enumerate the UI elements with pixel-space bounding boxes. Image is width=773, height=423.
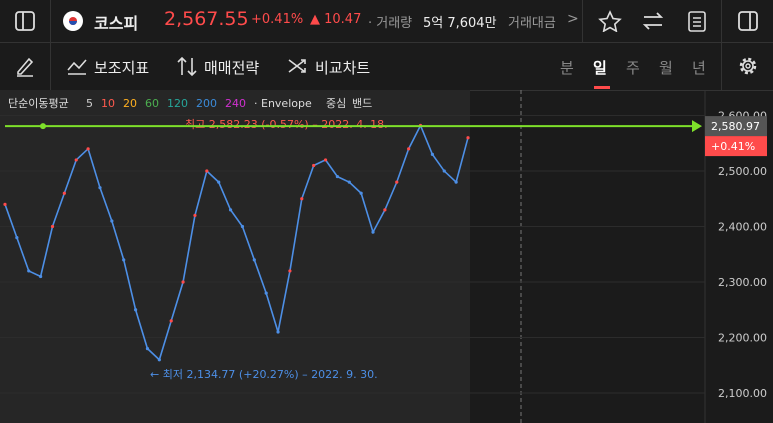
legend-ma: 10 bbox=[101, 97, 115, 110]
change-pct: +0.41% bbox=[251, 12, 304, 27]
price-chart: 2,100.00 2,200.00 2,300.00 2,400.00 2,500.00… bbox=[0, 90, 767, 423]
last-change-box bbox=[705, 136, 767, 157]
price-point bbox=[323, 158, 328, 162]
price-point bbox=[383, 208, 387, 212]
y-tick-label: 2,100.00 bbox=[718, 387, 767, 400]
price-point bbox=[359, 191, 363, 195]
period-tab[interactable]: 주 bbox=[626, 59, 640, 77]
price-point bbox=[300, 197, 304, 201]
swap-button[interactable] bbox=[641, 10, 665, 32]
price-point bbox=[181, 280, 185, 284]
toolbar: 보조지표 매매전략 비교차트 분 일 주 월 년 bbox=[0, 42, 773, 91]
legend-ma: 20 bbox=[123, 97, 137, 110]
legend-ma: 60 bbox=[145, 97, 159, 110]
price-point bbox=[466, 136, 470, 140]
price-line bbox=[4, 123, 469, 362]
y-tick-label: 2,300.00 bbox=[718, 276, 767, 289]
price-point bbox=[430, 152, 434, 156]
price-point bbox=[347, 180, 351, 184]
price-point bbox=[98, 186, 102, 190]
draw-button[interactable] bbox=[14, 55, 36, 77]
period-tab[interactable]: 월 bbox=[659, 59, 673, 77]
panel-button[interactable] bbox=[737, 10, 759, 32]
legend-envelope-center: 중심 bbox=[326, 97, 346, 110]
last-price-dot bbox=[40, 123, 46, 130]
price-point bbox=[169, 319, 173, 323]
memo-button[interactable] bbox=[686, 9, 708, 33]
volume: 5억 7,604만 bbox=[423, 16, 497, 31]
index-name: 코스피 bbox=[94, 14, 139, 33]
indicator-icon bbox=[67, 59, 87, 75]
price-point bbox=[276, 330, 280, 334]
volume-label: · 거래량 bbox=[368, 16, 413, 31]
price-point bbox=[442, 169, 446, 173]
price: 2,567.55 bbox=[164, 8, 249, 30]
settings-button[interactable] bbox=[737, 55, 759, 77]
price-point bbox=[145, 347, 150, 351]
price-point bbox=[27, 269, 31, 273]
legend-ma: 120 bbox=[167, 97, 188, 110]
y-tick-label: 2,200.00 bbox=[718, 332, 767, 345]
price-point bbox=[205, 169, 209, 173]
price-point bbox=[50, 224, 55, 229]
price-point bbox=[288, 269, 292, 273]
selected-underline bbox=[594, 86, 610, 89]
flag-icon bbox=[63, 11, 83, 31]
favorite-button[interactable] bbox=[598, 10, 622, 32]
legend-ma: 200 bbox=[196, 97, 217, 110]
low-annotation: ← 최저 2,134.77 (+20.27%) – 2022. 9. 30. bbox=[150, 368, 378, 381]
strategy-icon bbox=[177, 56, 197, 77]
price-point bbox=[122, 258, 126, 262]
price-point bbox=[407, 147, 411, 151]
legend-ma: 5 bbox=[86, 97, 93, 110]
legend-ma: 240 bbox=[225, 97, 246, 110]
price-point bbox=[312, 163, 316, 168]
top-bar: 코스피 2,567.55 +0.41% ▲ 10.47 · 거래량 5억 7,6… bbox=[0, 0, 773, 43]
price-point bbox=[3, 202, 7, 206]
high-annotation: 최고 2,582.23 (-0.57%) – 2022. 4. 18. bbox=[185, 118, 388, 131]
last-price-arrow bbox=[692, 120, 702, 133]
legend-envelope: · Envelope bbox=[254, 97, 312, 110]
more-button[interactable]: > bbox=[567, 11, 579, 27]
price-point bbox=[395, 180, 399, 184]
price-point bbox=[454, 180, 458, 184]
y-tick-label: 2,500.00 bbox=[718, 165, 767, 178]
price-point bbox=[157, 358, 161, 362]
sidebar-button[interactable] bbox=[14, 10, 36, 32]
period-tab[interactable]: 년 bbox=[692, 59, 706, 77]
amount-label: 거래대금 bbox=[508, 16, 556, 31]
y-tick-label: 2,400.00 bbox=[718, 221, 767, 234]
period-tab[interactable]: 분 bbox=[560, 59, 574, 77]
change: ▲ 10.47 bbox=[310, 12, 362, 27]
strategy-button[interactable]: 매매전략 bbox=[204, 59, 260, 77]
price-point bbox=[110, 219, 114, 223]
legend-envelope-band: 밴드 bbox=[352, 97, 372, 110]
price-point bbox=[39, 274, 43, 279]
price-point bbox=[133, 308, 138, 312]
last-price-label: 2,580.97 bbox=[711, 120, 760, 133]
price-point bbox=[228, 208, 233, 212]
last-price-box bbox=[705, 116, 767, 137]
price-point bbox=[240, 224, 245, 229]
price-point bbox=[193, 213, 197, 218]
last-change-label: +0.41% bbox=[711, 140, 755, 153]
legend-title: 단순이동평균 bbox=[8, 97, 69, 110]
price-point bbox=[252, 258, 256, 262]
price-point bbox=[264, 291, 268, 295]
price-point bbox=[217, 180, 221, 184]
price-point bbox=[335, 174, 340, 179]
period-tab[interactable]: 일 bbox=[593, 59, 607, 77]
compare-icon bbox=[288, 59, 306, 73]
price-point bbox=[15, 236, 19, 240]
price-point bbox=[74, 158, 78, 162]
price-point bbox=[86, 147, 90, 151]
indicators-button[interactable]: 보조지표 bbox=[94, 59, 150, 77]
price-point bbox=[62, 191, 66, 195]
price-point bbox=[371, 230, 375, 234]
compare-button[interactable]: 비교차트 bbox=[315, 59, 371, 77]
